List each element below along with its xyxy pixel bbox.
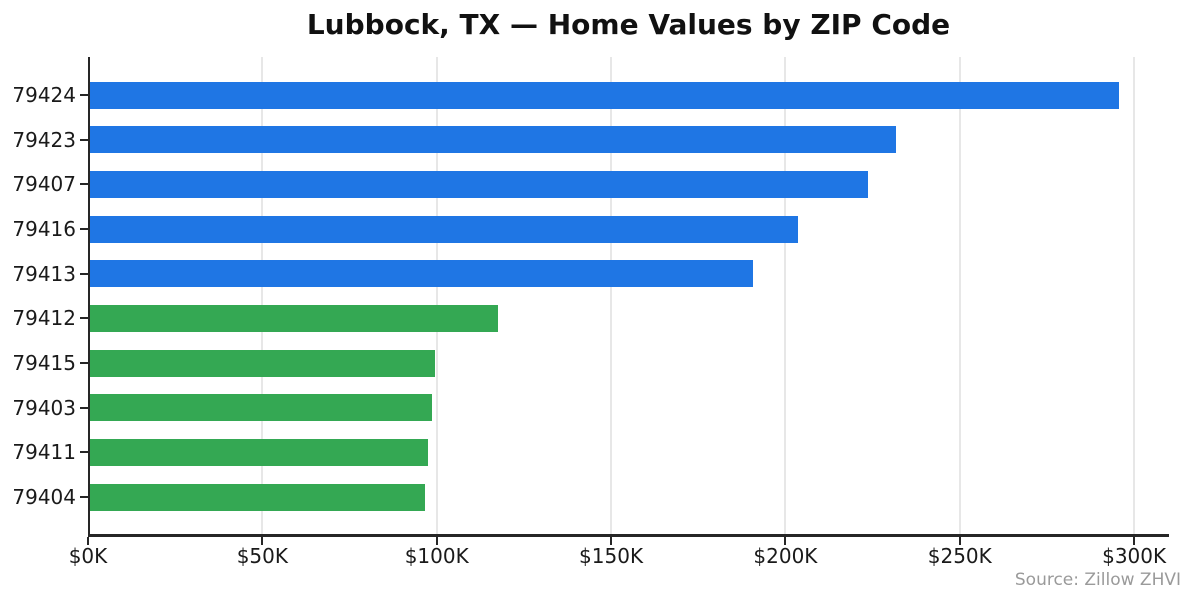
y-axis-spine: [88, 57, 90, 537]
bar-79403: [90, 394, 432, 422]
y-axis-tick: [80, 228, 88, 230]
bar-79424: [90, 81, 1119, 109]
y-tick-label-79412: 79412: [12, 306, 76, 331]
x-axis-tick: [784, 537, 787, 545]
y-tick-label-79411: 79411: [12, 440, 76, 465]
bar-79407: [90, 170, 868, 198]
y-axis-tick: [80, 362, 88, 365]
x-tick-label: $300K: [1102, 544, 1167, 568]
y-tick-label-79423: 79423: [12, 127, 76, 152]
gridline-300k: [1133, 57, 1136, 534]
x-tick-label: $200K: [753, 544, 818, 568]
x-axis-tick: [261, 537, 264, 545]
bar-79415: [90, 349, 436, 377]
x-tick-label: $250K: [927, 544, 992, 568]
x-axis-tick: [958, 537, 961, 545]
y-tick-label-79424: 79424: [12, 83, 76, 107]
bar-79412: [90, 304, 498, 332]
y-axis-tick: [80, 183, 88, 186]
x-tick-label: $150K: [579, 544, 644, 568]
gridline-50k: [261, 57, 264, 534]
gridline-200k: [784, 57, 787, 534]
x-axis-tick: [610, 537, 613, 545]
plot-area: [87, 57, 1169, 545]
y-axis-tick: [80, 406, 88, 409]
y-axis-tick: [80, 451, 88, 454]
gridline-100k: [435, 57, 438, 534]
y-tick-label-79413: 79413: [12, 261, 76, 286]
x-axis-tick: [435, 537, 438, 545]
gridline-150k: [610, 57, 613, 534]
x-tick-label: $0K: [68, 544, 108, 568]
chart-title: Lubbock, TX — Home Values by ZIP Code: [306, 8, 951, 41]
x-axis-tick: [1133, 537, 1136, 545]
x-axis-spine: [88, 534, 1169, 537]
bar-79416: [90, 215, 798, 243]
y-tick-label-79416: 79416: [12, 217, 76, 241]
y-axis-tick: [80, 496, 88, 499]
source-note: Source: Zillow ZHVI: [1014, 570, 1181, 590]
y-axis-tick: [80, 272, 88, 275]
x-tick-label: $50K: [236, 544, 288, 568]
y-tick-label-79415: 79415: [12, 351, 76, 376]
bar-79404: [90, 483, 425, 511]
y-axis-tick: [80, 317, 88, 320]
y-tick-label-79403: 79403: [12, 395, 76, 420]
y-tick-label-79404: 79404: [12, 485, 76, 510]
y-axis-tick: [80, 138, 88, 141]
bar-79413: [90, 260, 753, 288]
y-tick-label-79407: 79407: [12, 172, 76, 197]
x-tick-label: $100K: [404, 544, 469, 568]
x-axis-tick: [87, 537, 89, 545]
bar-79411: [90, 438, 429, 466]
bar-79423: [90, 126, 896, 154]
gridline-250k: [958, 57, 961, 534]
y-axis-tick: [80, 94, 88, 96]
